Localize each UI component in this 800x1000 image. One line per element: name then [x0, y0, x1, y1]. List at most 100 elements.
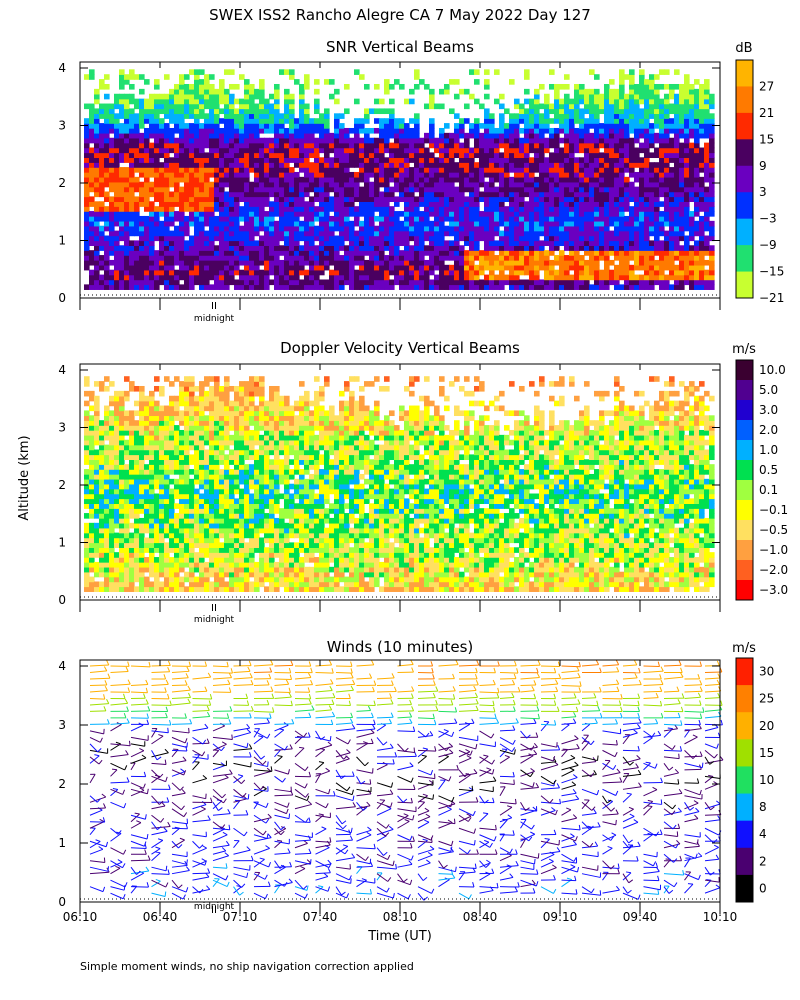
snr-heatmap-cell	[664, 274, 670, 281]
snr-heatmap-cell	[619, 181, 625, 188]
doppler-heatmap-cell	[84, 537, 90, 544]
snr-heatmap-cell	[449, 274, 455, 281]
snr-heatmap-cell	[414, 264, 420, 271]
snr-heatmap-cell	[154, 235, 160, 242]
snr-heatmap-cell	[539, 152, 545, 159]
snr-heatmap-cell	[449, 201, 455, 207]
snr-heatmap-cell	[659, 69, 665, 75]
snr-heatmap-cell	[519, 171, 525, 178]
snr-heatmap-cell	[374, 152, 380, 159]
snr-heatmap-cell	[439, 230, 445, 237]
snr-heatmap-cell	[229, 245, 235, 251]
snr-heatmap-cell	[439, 196, 445, 202]
snr-heatmap-cell	[129, 152, 135, 159]
snr-heatmap-cell	[104, 211, 110, 217]
snr-heatmap-cell	[259, 157, 265, 163]
snr-heatmap-cell	[354, 259, 360, 266]
snr-heatmap-cell	[549, 181, 555, 188]
snr-heatmap-cell	[289, 157, 295, 163]
snr-heatmap-cell	[339, 181, 345, 188]
snr-heatmap-cell	[679, 113, 685, 119]
snr-heatmap-cell	[119, 157, 125, 163]
snr-heatmap-cell	[569, 181, 575, 188]
snr-heatmap-cell	[84, 255, 90, 261]
snr-heatmap-cell	[564, 108, 570, 115]
snr-heatmap-cell	[599, 186, 605, 193]
snr-heatmap-cell	[324, 264, 330, 271]
snr-heatmap-cell	[134, 103, 140, 110]
snr-heatmap-cell	[564, 264, 570, 271]
snr-heatmap-cell	[174, 127, 180, 134]
snr-heatmap-cell	[469, 162, 475, 168]
snr-heatmap-cell	[474, 220, 480, 227]
snr-heatmap-cell	[334, 201, 340, 207]
snr-heatmap-cell	[634, 88, 640, 95]
snr-heatmap-cell	[269, 201, 275, 207]
snr-heatmap-cell	[579, 176, 585, 183]
snr-heatmap-cell	[444, 279, 450, 286]
snr-heatmap-cell	[234, 211, 240, 217]
snr-heatmap-cell	[234, 181, 240, 188]
snr-heatmap-cell	[84, 118, 90, 124]
snr-heatmap-cell	[629, 186, 635, 193]
snr-heatmap-cell	[674, 98, 680, 105]
snr-heatmap-cell	[534, 201, 540, 207]
snr-heatmap-cell	[89, 201, 95, 207]
snr-heatmap-cell	[529, 157, 535, 163]
snr-heatmap-cell	[399, 132, 405, 139]
snr-heatmap-cell	[374, 186, 380, 193]
snr-heatmap-cell	[609, 240, 615, 246]
snr-heatmap-cell	[89, 152, 95, 159]
snr-heatmap-cell	[134, 284, 140, 290]
snr-heatmap-cell	[699, 118, 705, 124]
snr-heatmap-cell	[624, 191, 630, 198]
snr-heatmap-cell	[464, 137, 470, 144]
snr-heatmap-cell	[94, 240, 100, 246]
snr-heatmap-cell	[499, 235, 505, 242]
snr-heatmap-cell	[659, 274, 665, 281]
snr-heatmap-cell	[364, 118, 370, 124]
snr-heatmap-cell	[524, 74, 530, 80]
snr-heatmap-cell	[619, 118, 625, 124]
snr-heatmap-cell	[334, 171, 340, 178]
snr-heatmap-cell	[419, 220, 425, 227]
snr-heatmap-cell	[169, 93, 175, 100]
snr-heatmap-cell	[614, 196, 620, 202]
snr-heatmap-cell	[534, 259, 540, 266]
snr-heatmap-cell	[389, 264, 395, 271]
snr-heatmap-cell	[534, 220, 540, 227]
snr-heatmap-cell	[609, 196, 615, 202]
snr-heatmap-cell	[199, 284, 205, 290]
snr-heatmap-cell	[179, 196, 185, 202]
snr-heatmap-cell	[434, 215, 440, 222]
snr-heatmap-cell	[619, 240, 625, 246]
snr-heatmap-cell	[89, 157, 95, 163]
snr-heatmap-cell	[239, 206, 245, 212]
snr-heatmap-cell	[104, 181, 110, 188]
snr-heatmap-cell	[364, 191, 370, 198]
snr-heatmap-cell	[264, 137, 270, 144]
snr-heatmap-cell	[169, 171, 175, 178]
snr-heatmap-cell	[199, 93, 205, 100]
snr-heatmap-cell	[549, 103, 555, 110]
snr-heatmap-cell	[439, 245, 445, 251]
snr-heatmap-cell	[449, 196, 455, 202]
snr-heatmap-cell	[594, 167, 600, 173]
snr-heatmap-cell	[254, 264, 260, 271]
snr-heatmap-cell	[184, 103, 190, 110]
snr-heatmap-cell	[489, 211, 495, 217]
snr-heatmap-cell	[159, 230, 165, 237]
snr-heatmap-cell	[114, 274, 120, 281]
snr-heatmap-cell	[524, 255, 530, 261]
snr-heatmap-cell	[264, 162, 270, 168]
snr-heatmap-cell	[414, 167, 420, 173]
snr-heatmap-cell	[164, 113, 170, 119]
snr-heatmap-cell	[124, 152, 130, 159]
snr-heatmap-cell	[274, 127, 280, 134]
snr-heatmap-cell	[489, 196, 495, 202]
snr-heatmap-cell	[589, 245, 595, 251]
snr-heatmap-cell	[239, 137, 245, 144]
snr-heatmap-cell	[694, 103, 700, 110]
snr-heatmap-cell	[239, 108, 245, 115]
snr-heatmap-cell	[159, 171, 165, 178]
